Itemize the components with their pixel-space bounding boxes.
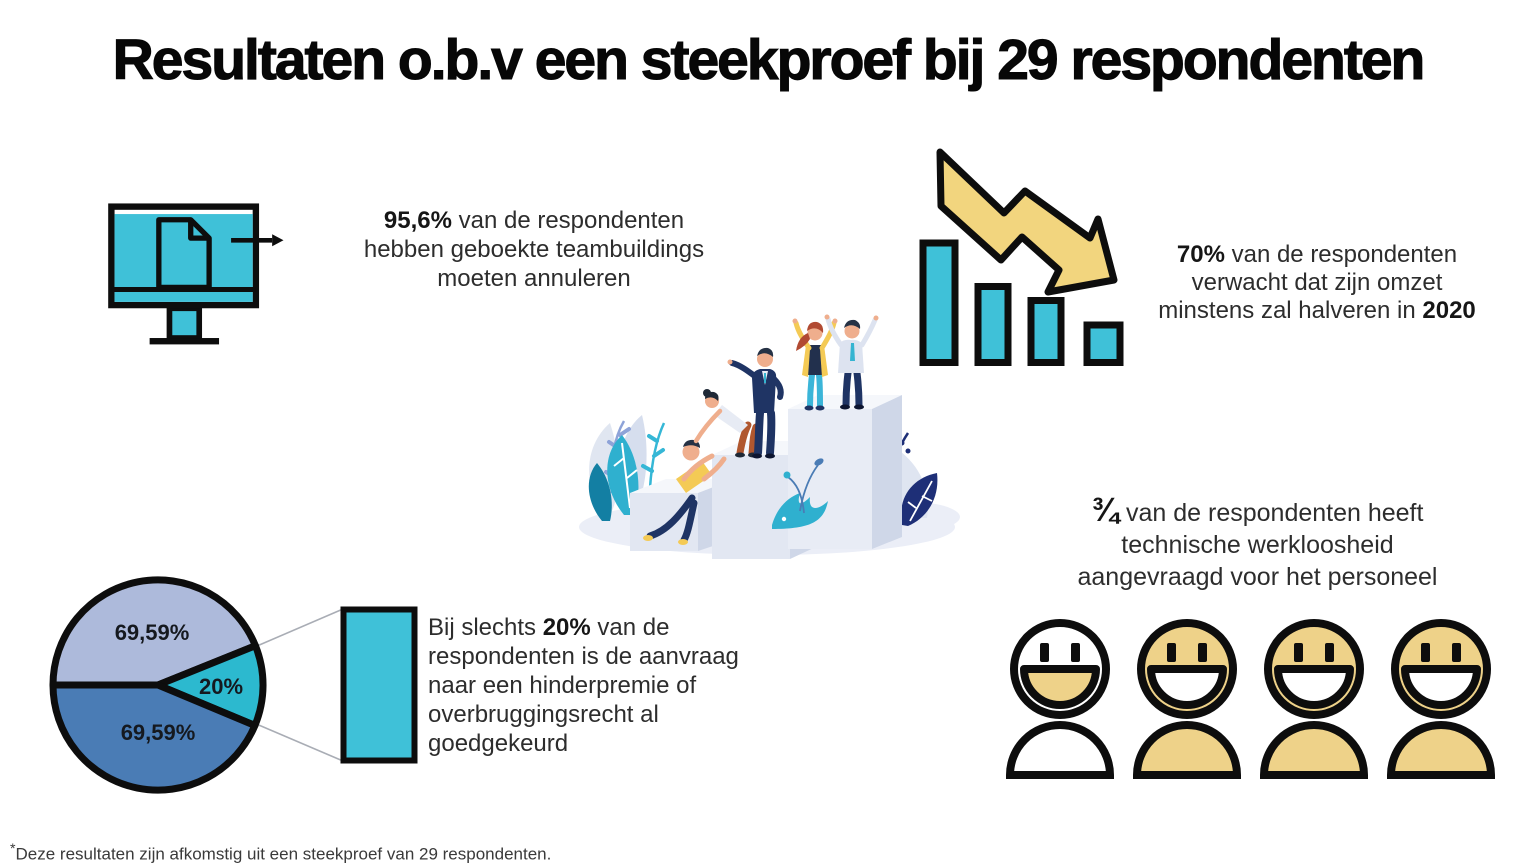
grass-and-flowers <box>772 458 828 529</box>
person-suit <box>727 347 784 459</box>
stat-line: Bij slechts 20% van de <box>428 614 670 641</box>
respondents-icons <box>1000 612 1505 780</box>
stat-line: aangevraagd voor het personeel <box>1077 563 1438 591</box>
stat-line: minstens zal halveren in 2020 <box>1158 297 1476 324</box>
monitor-base <box>149 338 220 345</box>
stat-line: ¾ van de respondenten heeft <box>1091 491 1424 528</box>
stat-line: technische werkloosheid <box>1121 531 1394 559</box>
document-icon <box>156 217 212 291</box>
person-smile-icon-1 <box>1010 623 1110 775</box>
footnote: *Deze resultaten zijn afkomstig uit een … <box>10 841 551 865</box>
person-smile-icon-3 <box>1264 623 1364 775</box>
callout-line-top <box>256 608 344 647</box>
pie-label-top: 69,59% <box>115 620 190 645</box>
arrow-right-icon <box>231 234 284 247</box>
pie-chart: 69,59% 20% 69,59% <box>49 576 267 794</box>
revenue-decline-graphic <box>919 148 1124 366</box>
stat-technical-unemployment: ¾ van de respondenten heeft technische w… <box>1050 491 1465 593</box>
stat-premium-approved: Bij slechts 20% van de respondenten is d… <box>428 613 773 758</box>
stat-line: hebben geboekte teambuildings <box>363 236 705 263</box>
stat-line: goedgekeurd <box>428 730 569 757</box>
person-smile-icon-2 <box>1137 623 1237 775</box>
person-celebrating-man <box>824 314 879 410</box>
person-smile-icon-4 <box>1391 623 1491 775</box>
pie-label-bottom: 69,59% <box>121 720 196 745</box>
podium-cubes <box>630 395 902 559</box>
stat-line: respondenten is de aanvraag <box>428 643 739 670</box>
pie-slice-top <box>49 576 259 689</box>
footnote-text: Deze resultaten zijn afkomstig uit een s… <box>15 844 552 864</box>
pie-label-wedge: 20% <box>199 674 243 699</box>
stat-line: 70% van de respondenten <box>1176 241 1458 268</box>
pie-slice-bottom <box>49 681 259 794</box>
declining-bars-icon <box>919 239 1124 366</box>
person-climbing <box>643 439 727 545</box>
stat-revenue-halved: 70% van de respondenten verwacht dat zij… <box>1133 241 1501 325</box>
document-fold <box>188 219 210 241</box>
trend-down-arrow-icon <box>936 148 1118 296</box>
stat-cancelled-teambuildings: 95,6% van de respondenten hebben geboekt… <box>348 206 720 293</box>
monitor-icon <box>108 203 260 345</box>
page-title: Resultaten o.b.v een steekproef bij 29 r… <box>112 27 1426 92</box>
stat-line: verwacht dat zijn omzet <box>1191 269 1443 296</box>
stat-line: overbruggingsrecht al <box>428 701 659 728</box>
footnote-marker: * <box>10 841 16 857</box>
stat-line: 95,6% van de respondenten <box>383 207 685 234</box>
monitor-stand <box>166 305 203 341</box>
callout-line-bottom <box>253 722 344 762</box>
stat-line: naar een hinderpremie of <box>428 672 697 699</box>
pie-chart-graphic: 69,59% 20% 69,59% <box>49 576 418 794</box>
stat-line: moeten annuleren <box>437 265 631 292</box>
person-celebrating-woman <box>792 318 838 411</box>
callout-rectangle <box>340 606 418 764</box>
monitor-graphic <box>108 203 284 345</box>
team-success-illustration <box>579 314 960 559</box>
